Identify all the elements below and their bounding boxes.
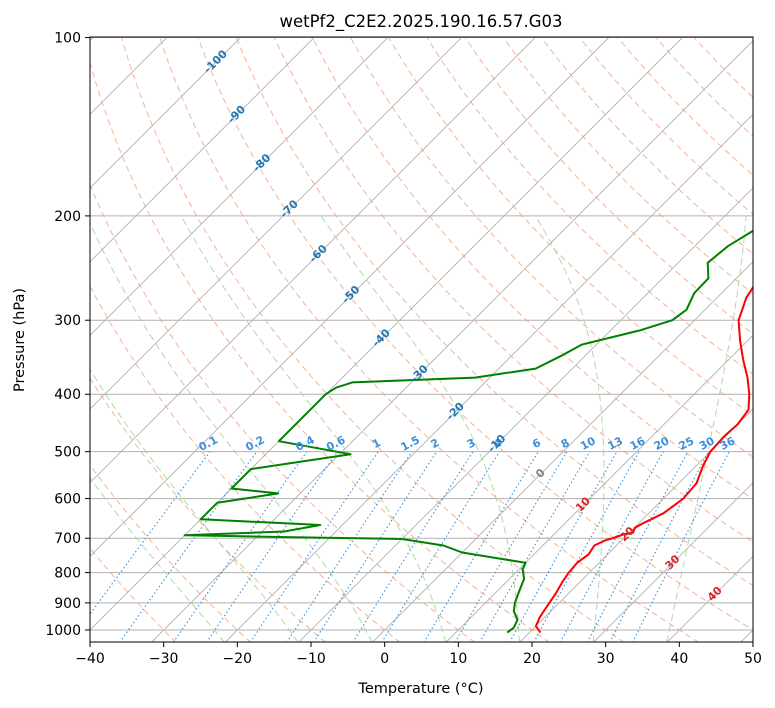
dry-adiabat-line: [197, 37, 753, 631]
y-tick-label: 100: [54, 31, 81, 47]
x-tick-label: −30: [149, 651, 179, 667]
y-tick-label: 400: [54, 387, 81, 403]
axes: −40 −30 −20 −10 0 10 20 30 40 50 100 200 300 400 500 60…: [45, 31, 762, 667]
y-tick-label: 800: [54, 566, 81, 582]
moist-adiabat-line: [666, 215, 747, 642]
plot-frame: [89, 36, 754, 643]
mixing-ratio-label: 25: [677, 434, 697, 453]
mixing-ratio-label: 16: [628, 434, 648, 453]
y-axis-title: Pressure (hPa): [12, 288, 28, 392]
moist-adiabat-line: [180, 215, 447, 642]
dry-adiabat-line: [90, 377, 326, 642]
dry-adiabat-line: [502, 37, 753, 295]
isotherm-line: [224, 113, 753, 642]
mixing-ratio-label: 20: [652, 434, 672, 453]
mixing-ratio-line: [509, 451, 618, 642]
dry-adiabat-line: [159, 37, 700, 642]
moist-adiabat-line: [90, 368, 299, 642]
x-tick-label: −40: [75, 651, 105, 667]
y-tick-label: 600: [54, 492, 81, 508]
mixing-ratio-line: [381, 451, 500, 642]
moist-adiabat-line: [320, 215, 520, 642]
y-tick-label: 200: [54, 209, 81, 225]
moist-adiabat-line: [534, 215, 605, 642]
mixing-ratio-label: 36: [718, 434, 738, 453]
moist-adiabat-line: [90, 221, 373, 642]
isotherm-line: [90, 37, 610, 558]
mixing-ratio-line: [119, 451, 258, 642]
temperature-profile: [534, 285, 753, 634]
x-tick-label: 0: [380, 651, 389, 667]
dry-adiabat-line: [121, 37, 625, 642]
mixing-ratio-line: [206, 451, 338, 642]
dewpoint-profile: [183, 229, 753, 634]
isotherm-line: [151, 40, 753, 642]
x-tick-label: −10: [296, 651, 326, 667]
background-lines: [90, 37, 753, 642]
mixing-ratio-line: [559, 451, 664, 642]
isotherm-line: [90, 37, 462, 410]
isotherm-line: [519, 408, 753, 642]
dry-adiabat-line: [90, 463, 252, 642]
dry-adiabat-line: [235, 37, 753, 587]
y-tick-label: 1000: [45, 623, 81, 639]
isotherm-line: [90, 37, 536, 484]
mixing-ratio-line: [352, 451, 474, 642]
y-tick-label: 700: [54, 531, 81, 547]
isotherm-line: [90, 37, 241, 189]
moist-adiabat-line: [90, 476, 225, 642]
mixing-ratio-line: [249, 451, 379, 642]
mixing-ratio-line: [90, 451, 211, 616]
isotherm-line: [445, 334, 753, 642]
mixing-ratio-label: 30: [697, 434, 717, 453]
dry-adiabat-line: [90, 60, 550, 642]
x-axis-title: Temperature (°C): [357, 681, 483, 697]
mixing-ratio-line: [313, 451, 438, 642]
x-tick-label: 20: [523, 651, 541, 667]
chart-title: wetPf2_C2E2.2025.190.16.57.G03: [279, 12, 562, 32]
isotherm-line: [90, 37, 389, 337]
mixing-ratio-line: [286, 451, 413, 642]
isotherm-line: [372, 261, 753, 642]
mixing-ratio-line: [632, 451, 730, 642]
isotherm-line: [90, 37, 315, 263]
mixing-ratio-label: 10: [578, 434, 598, 453]
x-tick-label: 50: [744, 651, 762, 667]
dry-adiabat-line: [273, 37, 753, 543]
mixing-ratio-label: 13: [605, 434, 625, 453]
x-tick-label: −20: [223, 651, 253, 667]
x-tick-label: 40: [670, 651, 688, 667]
sounding-profiles: [183, 229, 753, 634]
x-tick-label: 30: [597, 651, 615, 667]
dry-adiabat-line: [311, 37, 753, 500]
x-tick-label: 10: [449, 651, 467, 667]
mixing-ratio-line: [172, 451, 308, 642]
y-tick-label: 500: [54, 445, 81, 461]
isotherm-line: [90, 37, 683, 631]
y-tick-label: 300: [54, 313, 81, 329]
y-tick-label: 900: [54, 596, 81, 612]
isotherm-line: [593, 482, 753, 642]
